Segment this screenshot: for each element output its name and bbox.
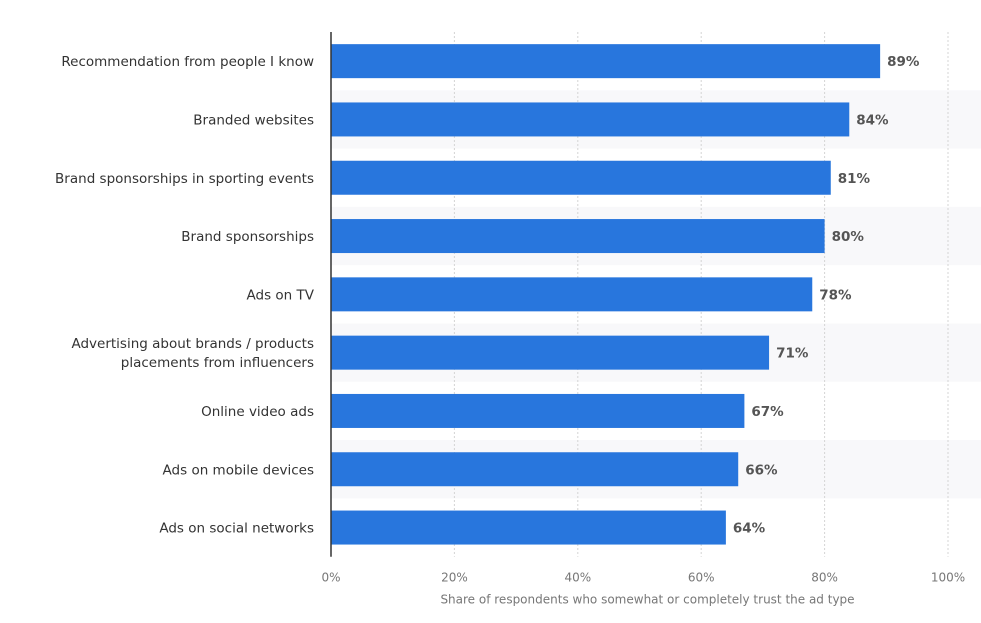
bar <box>331 102 850 137</box>
data-label: 71% <box>776 346 809 362</box>
category-label: Brand sponsorships in sporting events <box>55 171 314 187</box>
data-label: 84% <box>856 112 889 128</box>
x-tick-label: 100% <box>931 571 965 585</box>
x-tick-label: 0% <box>321 571 340 585</box>
category-label: Ads on mobile devices <box>163 462 314 478</box>
data-label: 64% <box>733 521 766 537</box>
x-tick-label: 80% <box>811 571 838 585</box>
bar <box>331 510 726 545</box>
x-tick-label: 40% <box>564 571 591 585</box>
x-axis-title: Share of respondents who somewhat or com… <box>440 593 854 607</box>
x-tick-label: 20% <box>441 571 468 585</box>
bar <box>331 452 739 487</box>
category-label: placements from influencers <box>121 355 314 371</box>
category-label: Advertising about brands / products <box>71 336 314 352</box>
category-label: Online video ads <box>201 404 314 420</box>
category-label: Ads on TV <box>247 287 315 303</box>
category-label: Recommendation from people I know <box>61 54 314 70</box>
data-label: 67% <box>751 404 784 420</box>
category-label: Ads on social networks <box>159 521 314 537</box>
bar <box>331 393 745 428</box>
data-label: 81% <box>838 171 871 187</box>
bar <box>331 44 881 79</box>
data-label: 78% <box>819 287 852 303</box>
data-label: 89% <box>887 54 920 70</box>
data-label: 66% <box>745 462 778 478</box>
data-label: 80% <box>832 229 865 245</box>
bar <box>331 335 770 370</box>
category-label: Brand sponsorships <box>181 229 314 245</box>
bar <box>331 160 831 195</box>
x-tick-label: 60% <box>688 571 715 585</box>
bar <box>331 219 825 254</box>
category-label: Branded websites <box>193 112 314 128</box>
bar <box>331 277 813 312</box>
